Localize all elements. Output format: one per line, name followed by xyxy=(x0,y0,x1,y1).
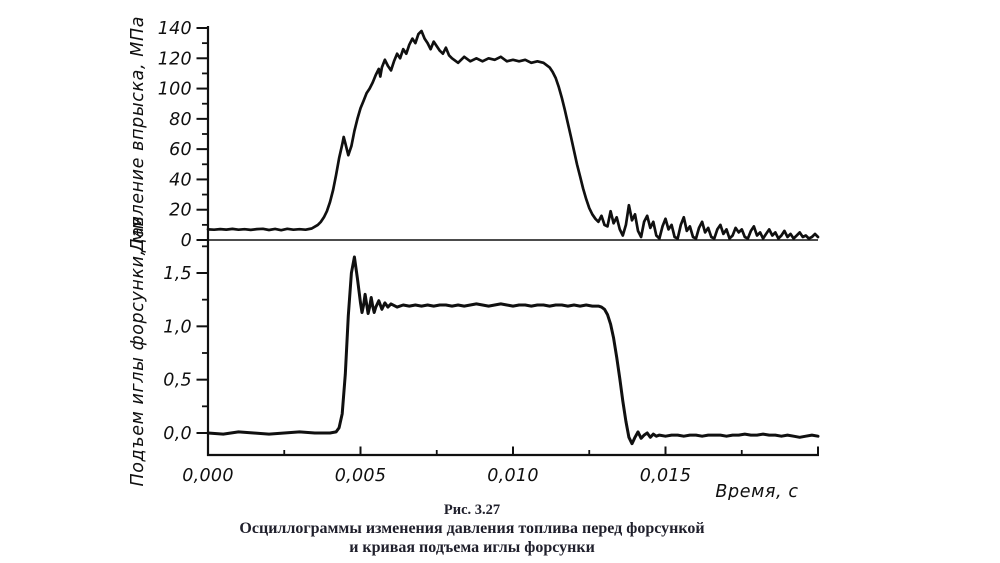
x-tick-label: 0,005 xyxy=(335,466,387,486)
figure-caption-line2: и кривая подъема иглы форсунки xyxy=(349,539,595,556)
x-tick-label: 0,015 xyxy=(640,466,692,486)
lift-y-tick-label: 1,0 xyxy=(163,317,192,337)
pressure-y-tick-label: 140 xyxy=(158,19,192,39)
figure-caption-line1: Осциллограммы изменения давления топлива… xyxy=(239,520,705,537)
x-axis-title: Время, с xyxy=(715,482,798,500)
pressure-y-tick-label: 80 xyxy=(169,110,192,130)
pressure-y-tick-label: 0 xyxy=(181,231,192,251)
pressure-y-tick-label: 20 xyxy=(169,201,192,221)
lift-y-tick-label: 0,5 xyxy=(163,371,192,391)
pressure-y-tick-label: 40 xyxy=(169,170,192,190)
pressure-y-tick-label: 60 xyxy=(169,140,192,160)
pressure-y-tick-label: 100 xyxy=(158,80,192,100)
lift-y-tick-label: 1,5 xyxy=(163,264,192,284)
pressure-curve xyxy=(206,29,820,240)
figure-caption-number: Рис. 3.27 xyxy=(443,502,501,518)
lift-y-axis-title: Подъем иглы форсунки, мм xyxy=(128,215,148,486)
lift-y-tick-label: 0,0 xyxy=(163,424,192,444)
x-tick-label: 0,000 xyxy=(182,466,234,486)
x-tick-label: 0,010 xyxy=(487,466,539,486)
figure-caption: Рис. 3.27 Осциллограммы изменения давлен… xyxy=(0,501,944,557)
lift-curve xyxy=(206,255,820,446)
pressure-y-tick-label: 120 xyxy=(158,49,192,69)
oscillogram-plot: 0 20 40 60 80 100 120 140 0,0 0,5 1,0 1,5 0,000 0,005… xyxy=(128,16,820,500)
pressure-y-axis-title: Давление впрыска, МПа xyxy=(128,16,148,253)
